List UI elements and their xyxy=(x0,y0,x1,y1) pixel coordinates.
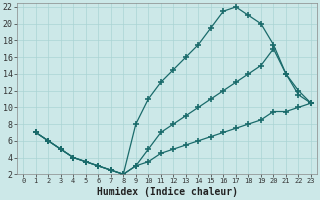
X-axis label: Humidex (Indice chaleur): Humidex (Indice chaleur) xyxy=(97,187,237,197)
